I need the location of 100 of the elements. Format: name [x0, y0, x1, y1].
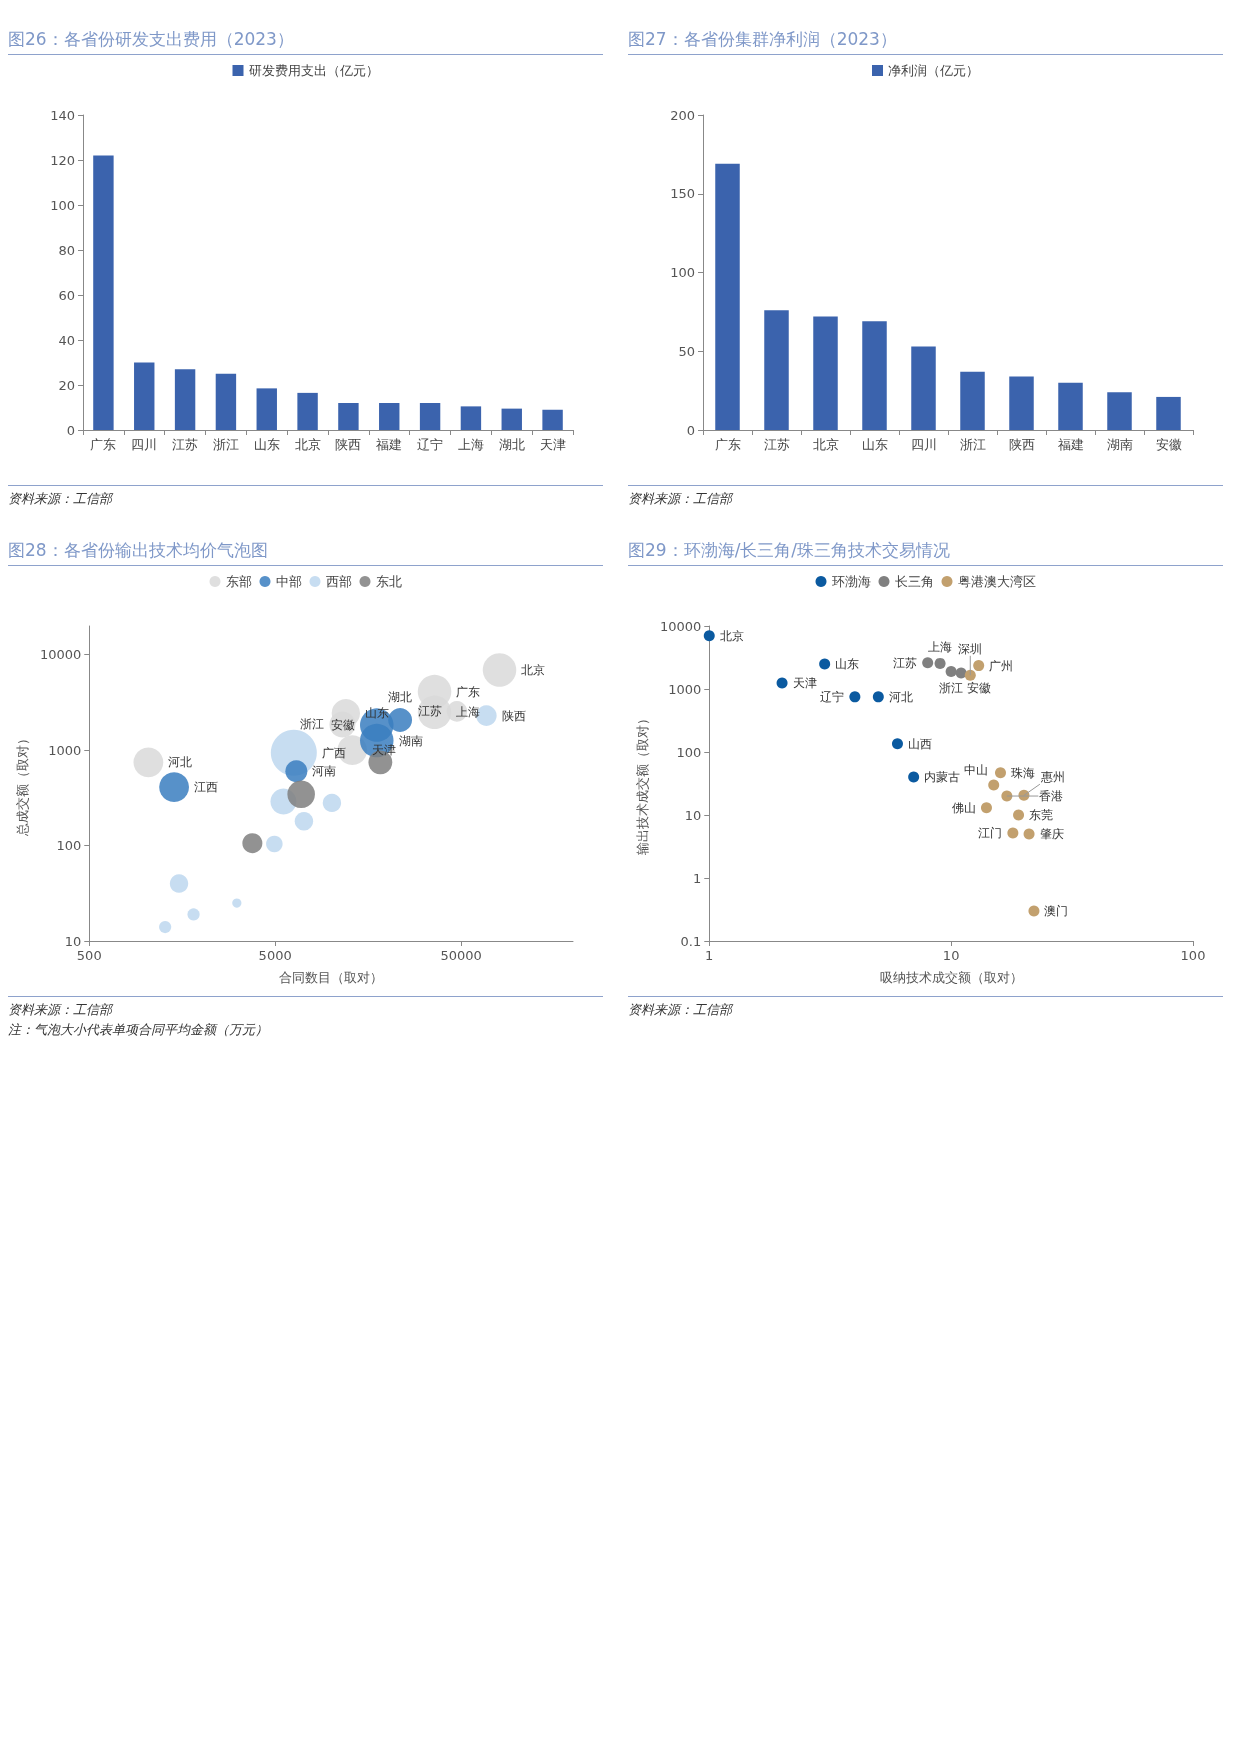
x-axis-title: 吸纳技术成交额（取对）	[879, 970, 1023, 985]
annotation: 天津	[372, 743, 397, 758]
bar	[297, 392, 318, 430]
legend-label: 粤港澳大湾区	[957, 574, 1036, 589]
annotation: 山东	[835, 656, 860, 671]
x-tick-label: 江苏	[763, 437, 790, 452]
bar	[862, 321, 887, 430]
annotation: 佛山	[951, 800, 976, 815]
annotation: 河北	[888, 689, 913, 704]
x-tick-label: 湖南	[1106, 437, 1133, 452]
x-tick-label: 5000	[258, 948, 292, 963]
legend-label: 中部	[275, 574, 302, 589]
x-tick-label: 陕西	[1008, 437, 1035, 452]
annotation: 湖南	[398, 733, 423, 748]
annotation: 北京	[719, 628, 744, 643]
legend-label: 环渤海	[831, 574, 871, 589]
x-tick-label: 500	[76, 948, 102, 963]
legend-label: 东北	[375, 574, 402, 589]
y-tick-label: 1000	[48, 742, 82, 758]
x-tick-label: 山东	[253, 437, 280, 452]
y-tick-label: 200	[670, 107, 695, 123]
bar	[911, 346, 936, 430]
annotation: 珠海	[1011, 765, 1035, 780]
bar	[960, 371, 985, 430]
x-tick-label: 广东	[714, 437, 741, 452]
x-tick-label: 浙江	[212, 437, 239, 452]
annotation: 肇庆	[1039, 826, 1064, 841]
bar	[764, 310, 789, 430]
legend-label: 东部	[225, 574, 252, 589]
y-tick-label: 10000	[659, 618, 702, 634]
chart-title: 图29：环渤海/长三角/珠三角技术交易情况	[628, 539, 1223, 566]
annotation: 湖北	[388, 690, 413, 705]
annotation: 广西	[321, 745, 346, 760]
legend-label: 净利润（亿元）	[888, 63, 979, 78]
y-tick-label: 80	[58, 242, 75, 258]
x-tick-label: 湖北	[498, 437, 525, 452]
bar	[379, 403, 400, 430]
annotation: 浙江	[300, 717, 325, 732]
legend-label: 研发费用支出（亿元）	[248, 63, 379, 78]
bar	[256, 388, 277, 430]
x-tick-label: 天津	[539, 437, 566, 452]
annotation: 山西	[907, 736, 932, 751]
x-tick-label: 四川	[131, 437, 158, 452]
x-tick-label: 北京	[294, 437, 321, 452]
bar	[542, 409, 563, 430]
y-tick-label: 150	[670, 186, 695, 202]
text: 注：气泡大小代表单项合同平均金额（万元）	[8, 1021, 269, 1039]
x-tick-label: 辽宁	[417, 437, 444, 452]
bar	[1009, 376, 1034, 430]
y-tick-label: 100	[670, 265, 695, 280]
annotation: 河北	[168, 755, 193, 770]
y-tick-label: 100	[50, 197, 75, 213]
x-tick-label: 广东	[90, 437, 117, 452]
annotation: 上海	[928, 639, 953, 654]
bar	[1107, 392, 1132, 430]
y-tick-label: 1000	[668, 681, 702, 697]
annotation: 内蒙古	[924, 770, 961, 785]
y-tick-label: 100	[56, 838, 82, 854]
x-tick-label: 上海	[457, 437, 484, 452]
x-tick-label: 10	[942, 948, 960, 963]
annotation: 深圳	[958, 641, 983, 656]
y-axis-title: 总成交额（取对）	[15, 731, 30, 837]
x-tick-label: 浙江	[959, 437, 986, 452]
y-tick-label: 0	[66, 422, 75, 438]
y-tick-label: 100	[676, 744, 702, 760]
y-tick-label: 10	[64, 933, 82, 949]
bar	[93, 155, 114, 430]
annotation: 陕西	[501, 708, 526, 723]
x-tick-label: 江苏	[172, 437, 199, 452]
bar	[501, 408, 522, 430]
annotation: 上海	[456, 705, 481, 720]
bar	[813, 316, 838, 430]
annotation: 江西	[194, 780, 218, 795]
y-tick-label: 10	[684, 807, 702, 823]
annotation: 江门	[978, 825, 1003, 840]
x-tick-label: 100	[1180, 948, 1206, 963]
annotation: 香港	[1039, 789, 1064, 804]
text: 资料来源：工信部	[628, 1001, 735, 1019]
annotation: 广州	[989, 658, 1014, 673]
bar	[134, 362, 155, 430]
chart-title: 图28：各省份输出技术均价气泡图	[8, 539, 603, 566]
y-tick-label: 60	[58, 287, 75, 303]
y-tick-label: 50	[678, 343, 695, 359]
y-tick-label: 140	[50, 107, 75, 123]
x-tick-label: 1	[705, 948, 714, 963]
annotation: 北京	[521, 662, 546, 677]
text: 资料来源：工信部	[8, 490, 115, 508]
bar	[338, 403, 359, 430]
annotation: 惠州	[1039, 770, 1065, 785]
annotation: 澳门	[1044, 903, 1069, 918]
legend-label: 西部	[325, 574, 352, 589]
y-axis-title: 输出技术成交额（取对）	[635, 712, 650, 855]
annotation: 河南	[312, 764, 337, 779]
chart-title: 图26：各省份研发支出费用（2023）	[8, 28, 603, 55]
annotation: 东莞	[1029, 808, 1054, 822]
x-axis-title: 合同数目（取对）	[279, 970, 384, 985]
x-tick-label: 陕西	[335, 437, 362, 452]
text: 资料来源：工信部	[8, 1001, 115, 1019]
annotation: 辽宁	[820, 689, 845, 704]
annotation: 天津	[792, 675, 817, 690]
